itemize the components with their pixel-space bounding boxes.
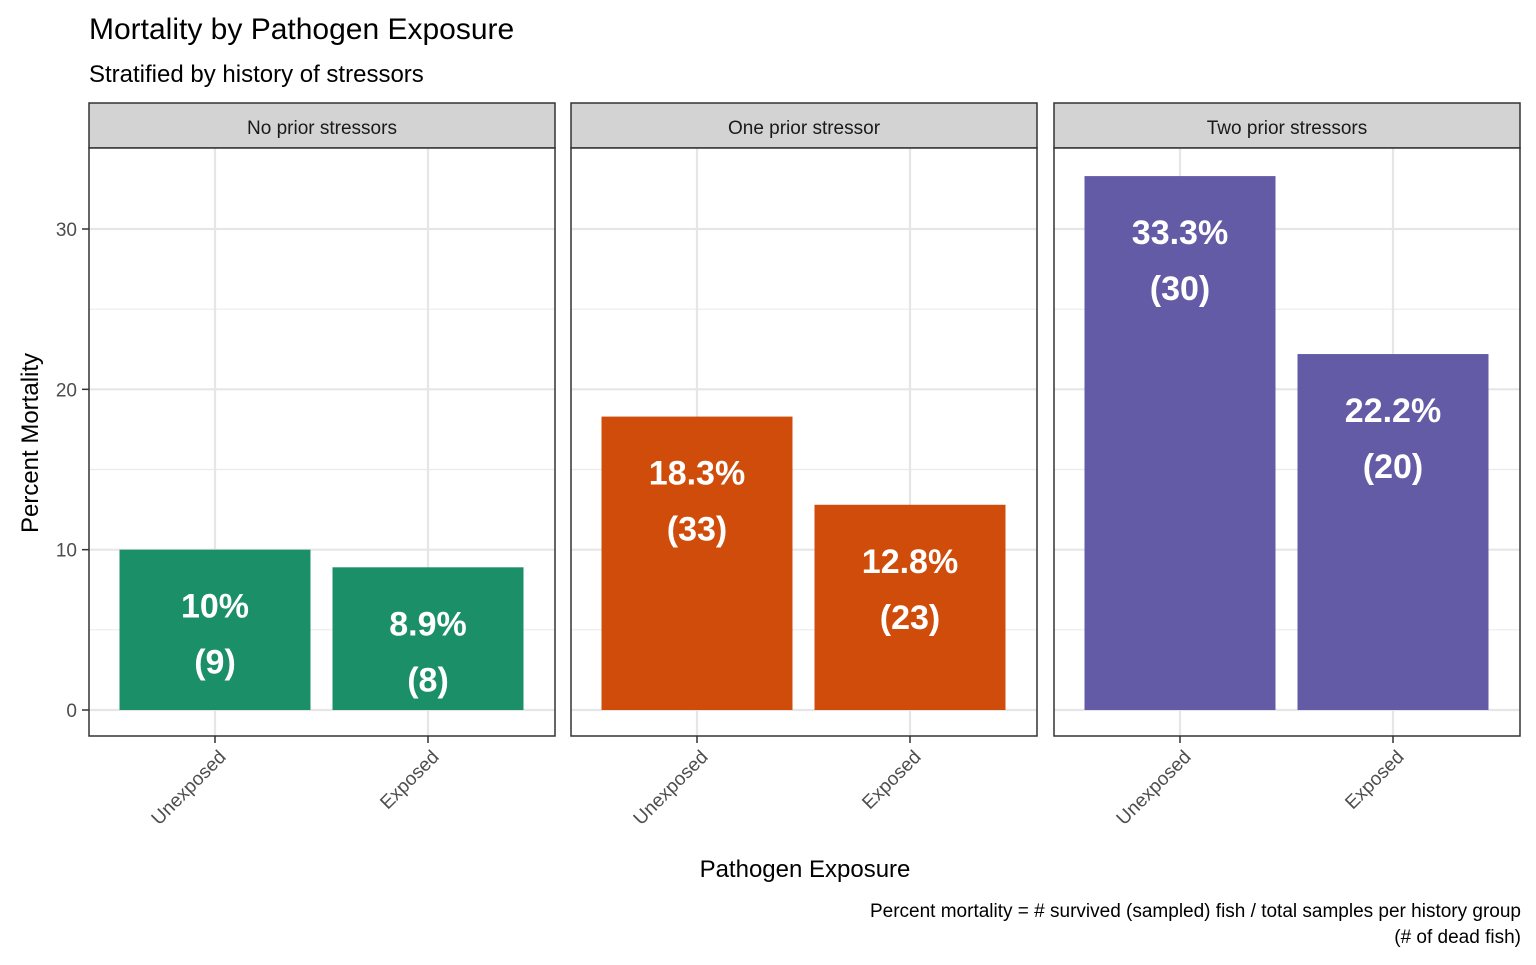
bar	[601, 416, 793, 710]
y-tick-label: 10	[56, 541, 77, 562]
bar	[332, 567, 524, 710]
facet-strip-label: No prior stressors	[247, 118, 397, 139]
bar-percent-label: 33.3%	[1132, 214, 1228, 252]
facets-layer: No prior stressors 10% (9) Unexposed 8.9% (8)…	[88, 102, 1521, 830]
bar-count-label: (9)	[194, 644, 236, 682]
caption-line-1: Percent mortality = # survived (sampled)…	[870, 901, 1521, 922]
bar-percent-label: 10%	[181, 588, 249, 626]
bar	[119, 549, 311, 710]
bar	[1297, 354, 1489, 710]
chart-subtitle: Stratified by history of stressors	[89, 61, 424, 88]
x-tick-label: Exposed	[858, 747, 925, 814]
bar-percent-label: 12.8%	[862, 543, 958, 581]
y-tick-label: 0	[66, 701, 77, 722]
chart-title: Mortality by Pathogen Exposure	[89, 13, 514, 46]
x-tick-label: Exposed	[376, 747, 443, 814]
facet-panel: Two prior stressors 33.3% (30) Unexposed 22.…	[1053, 102, 1521, 830]
bar	[814, 504, 1006, 710]
facet-strip-label: Two prior stressors	[1207, 118, 1367, 139]
bar-count-label: (30)	[1150, 270, 1210, 308]
bar-percent-label: 8.9%	[389, 605, 467, 643]
bar-count-label: (23)	[880, 599, 940, 637]
y-tick-label: 20	[56, 380, 77, 401]
facet-strip-label: One prior stressor	[728, 118, 881, 139]
bar-count-label: (33)	[667, 511, 727, 549]
bar-count-label: (20)	[1363, 448, 1423, 486]
panel-border	[570, 147, 1038, 737]
facet-panel: No prior stressors 10% (9) Unexposed 8.9% (8)…	[88, 102, 556, 830]
caption-line-2: (# of dead fish)	[1394, 927, 1521, 948]
facet-strip	[1053, 102, 1521, 149]
x-tick-label: Unexposed	[1113, 747, 1196, 830]
x-tick-label: Unexposed	[148, 747, 231, 830]
y-axis: 0 10 20 30	[56, 220, 89, 722]
x-tick-label: Exposed	[1341, 747, 1408, 814]
x-tick-label: Unexposed	[630, 747, 713, 830]
bar-count-label: (8)	[407, 661, 449, 699]
facet-panel: One prior stressor 18.3% (33) Unexposed 12.8…	[570, 102, 1038, 830]
panel-border	[1053, 147, 1521, 737]
x-axis-title: Pathogen Exposure	[700, 856, 911, 883]
panel-border	[88, 147, 556, 737]
y-axis-title: Percent Mortality	[17, 353, 44, 533]
y-tick-label: 30	[56, 220, 77, 241]
bar-percent-label: 22.2%	[1345, 392, 1441, 430]
bar	[1084, 176, 1276, 711]
bar-percent-label: 18.3%	[649, 455, 745, 493]
facet-strip	[570, 102, 1038, 149]
facet-strip	[88, 102, 556, 149]
